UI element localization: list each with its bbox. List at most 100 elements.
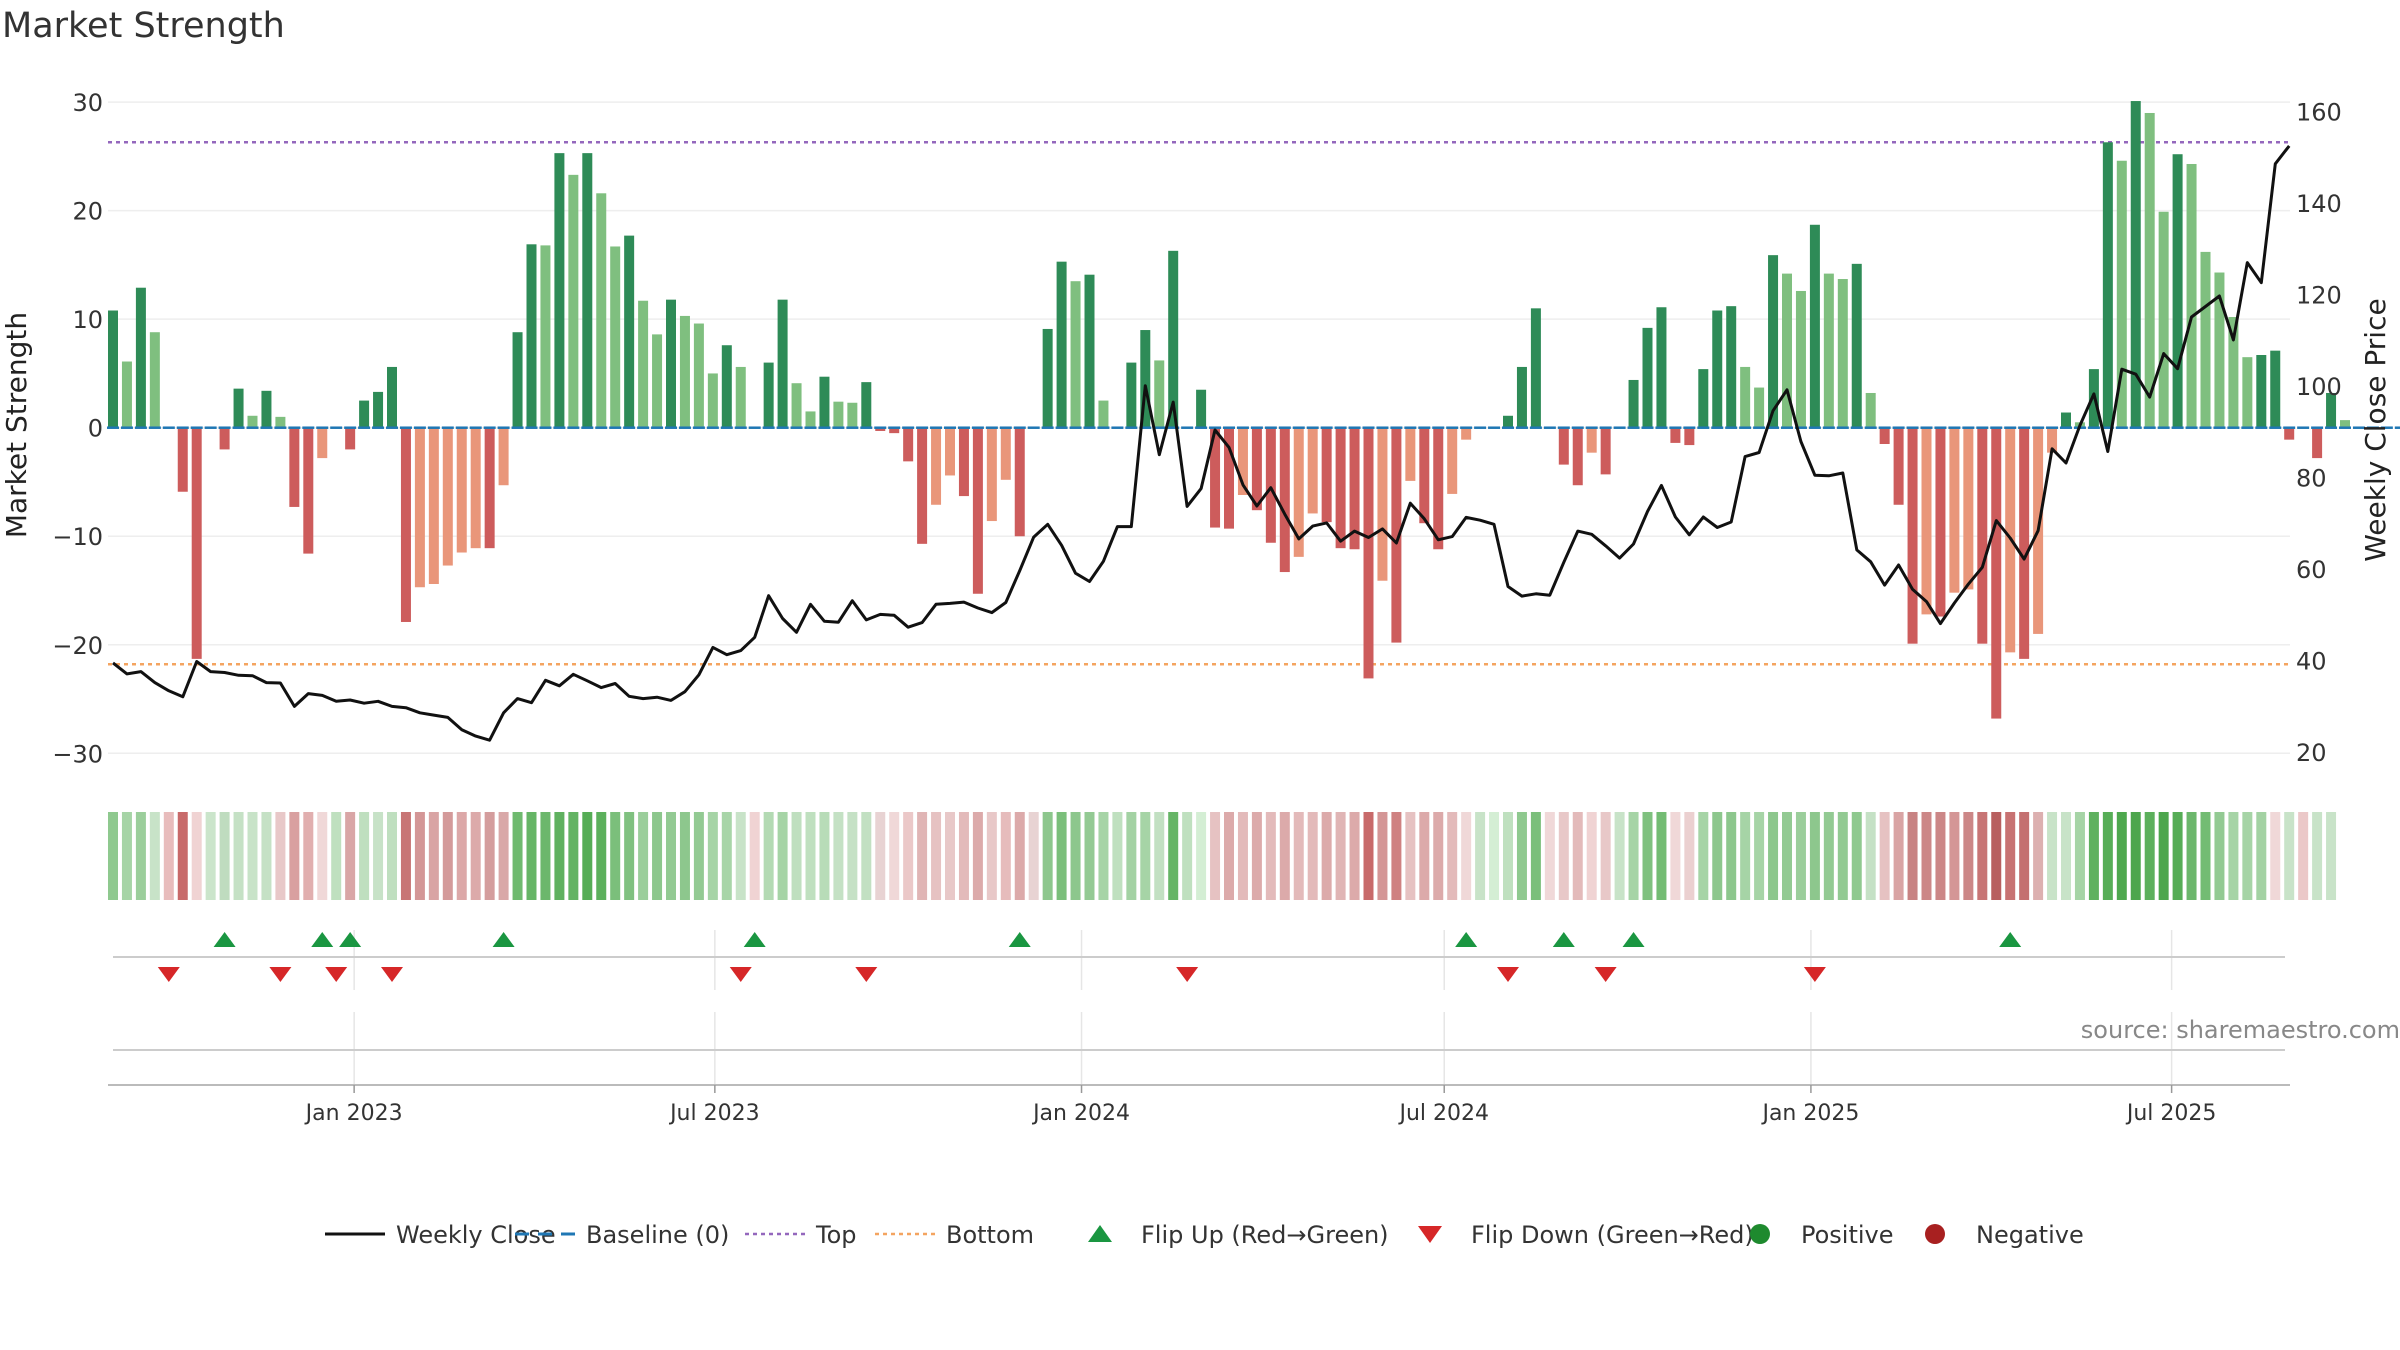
flip-down-marker bbox=[1176, 967, 1199, 982]
strength-bar bbox=[2228, 317, 2239, 428]
heatmap-cell bbox=[2284, 812, 2295, 900]
heatmap-cell bbox=[1447, 812, 1458, 900]
heatmap-cell bbox=[1182, 812, 1193, 900]
strength-bar bbox=[540, 245, 551, 428]
legend-item[interactable]: Baseline (0) bbox=[515, 1221, 729, 1249]
strength-bar bbox=[1768, 255, 1779, 428]
strength-bar bbox=[1991, 427, 2002, 719]
legend-negative-dot-icon bbox=[1925, 1224, 1945, 1244]
strength-bar bbox=[2102, 142, 2113, 428]
legend-item[interactable]: Weekly Close bbox=[325, 1221, 556, 1249]
legend-item[interactable]: Flip Down (Green→Red) bbox=[1418, 1221, 1754, 1249]
heatmap-cell bbox=[735, 812, 746, 900]
strength-bar bbox=[861, 382, 872, 428]
strength-bar bbox=[1879, 427, 1890, 444]
heatmap-cell bbox=[1600, 812, 1611, 900]
heatmap-cell bbox=[1070, 812, 1081, 900]
left-tick-label: −30 bbox=[52, 740, 103, 768]
flip-down-marker bbox=[1497, 967, 1519, 982]
legend-item[interactable]: Top bbox=[745, 1221, 857, 1249]
strength-bar bbox=[2116, 160, 2127, 428]
strength-bar bbox=[763, 362, 774, 428]
strength-bar bbox=[986, 427, 997, 522]
heatmap-cell bbox=[1321, 812, 1332, 900]
strength-bar bbox=[177, 427, 188, 492]
strength-bar bbox=[373, 391, 384, 428]
heatmap-cell bbox=[1740, 812, 1751, 900]
heatmap-cell bbox=[191, 812, 202, 900]
heatmap-cell bbox=[247, 812, 258, 900]
heatmap-cell bbox=[2088, 812, 2099, 900]
heatmap-cell bbox=[1558, 812, 1569, 900]
heatmap-cell bbox=[400, 812, 411, 900]
left-axis: 30 20 10 0 −10 −20 −30 Market Strength bbox=[0, 89, 103, 768]
heatmap-cell bbox=[1098, 812, 1109, 900]
strength-bar bbox=[1237, 427, 1248, 495]
heatmap-cell bbox=[1586, 812, 1597, 900]
heatmap-cell bbox=[1405, 812, 1416, 900]
heatmap-cell bbox=[707, 812, 718, 900]
heatmap-cell bbox=[1349, 812, 1360, 900]
legend-label: Negative bbox=[1976, 1221, 2084, 1249]
heatmap-cell bbox=[805, 812, 816, 900]
heatmap-cell bbox=[2061, 812, 2071, 900]
heatmap-cell bbox=[1726, 812, 1737, 900]
heatmap-cell bbox=[1377, 812, 1388, 900]
heatmap-cell bbox=[2186, 812, 2197, 900]
strength-bar bbox=[1307, 427, 1318, 514]
strength-bar bbox=[317, 427, 328, 459]
heatmap-cell bbox=[1210, 812, 1221, 900]
heatmap-cell bbox=[1614, 812, 1625, 900]
heatmap-cell bbox=[875, 812, 886, 900]
strength-bar bbox=[526, 244, 537, 428]
heatmap-cell bbox=[121, 812, 132, 900]
strength-bar bbox=[596, 193, 607, 428]
strength-bar bbox=[958, 427, 969, 497]
strength-bar bbox=[1154, 360, 1165, 428]
strength-bar bbox=[233, 388, 244, 428]
strength-bar bbox=[2200, 251, 2211, 428]
heatmap-cell bbox=[1056, 812, 1067, 900]
heatmap-cell bbox=[1768, 812, 1779, 900]
heatmap-cell bbox=[1028, 812, 1039, 900]
heatmap-cell bbox=[2200, 812, 2211, 900]
heatmap-cell bbox=[1670, 812, 1681, 900]
strength-bar bbox=[1335, 427, 1346, 549]
heatmap-cell bbox=[1489, 812, 1500, 900]
strength-bar bbox=[1377, 427, 1388, 581]
left-tick-label: 20 bbox=[72, 198, 103, 226]
strength-bar bbox=[512, 332, 523, 428]
heatmap-cell bbox=[2116, 812, 2127, 900]
left-tick-label: 30 bbox=[72, 89, 103, 117]
heatmap-cell bbox=[219, 812, 230, 900]
strength-bar bbox=[1670, 427, 1681, 443]
heatmap-cell bbox=[679, 812, 690, 900]
x-axis: Jan 2023 Jul 2023 Jan 2024 Jul 2024 Jan 2025… bbox=[108, 1084, 2290, 1126]
strength-bars bbox=[108, 101, 2350, 719]
strength-bar bbox=[2130, 101, 2141, 428]
heatmap-cell bbox=[289, 812, 300, 900]
strength-bar bbox=[1251, 427, 1262, 511]
strength-bar bbox=[735, 366, 746, 428]
strength-bar bbox=[1210, 427, 1221, 528]
legend[interactable]: Weekly Close Baseline (0) Top Bottom Flip Up… bbox=[325, 1221, 2084, 1249]
heatmap-cell bbox=[2144, 812, 2155, 900]
heatmap-cell bbox=[484, 812, 495, 900]
heatmap-cell bbox=[1475, 812, 1486, 900]
legend-item[interactable]: Bottom bbox=[875, 1221, 1034, 1249]
strength-bar bbox=[1516, 366, 1527, 428]
legend-item[interactable]: Negative bbox=[1925, 1221, 2084, 1249]
heatmap-cell bbox=[554, 812, 565, 900]
strength-bar bbox=[1698, 369, 1709, 428]
heatmap-cell bbox=[833, 812, 844, 900]
flip-down-marker bbox=[157, 967, 180, 982]
strength-bar bbox=[972, 427, 983, 594]
legend-item[interactable]: Flip Up (Red→Green) bbox=[1088, 1221, 1389, 1249]
heatmap-cell bbox=[1391, 812, 1402, 900]
heatmap-cell bbox=[652, 812, 663, 900]
left-tick-label: −10 bbox=[52, 523, 103, 551]
legend-item[interactable]: Positive bbox=[1750, 1221, 1894, 1249]
strength-bar bbox=[387, 366, 397, 428]
strength-bar bbox=[903, 427, 914, 462]
heatmap-cell bbox=[163, 812, 174, 900]
